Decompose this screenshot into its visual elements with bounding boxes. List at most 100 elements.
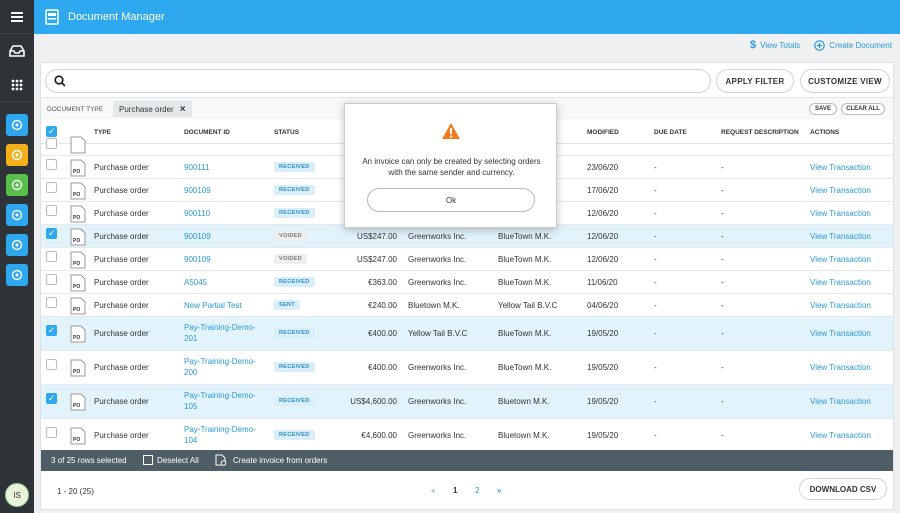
- row-checkbox[interactable]: [46, 138, 57, 149]
- lifebuoy-icon[interactable]: [6, 204, 28, 226]
- col-due-date[interactable]: DUE DATE: [654, 129, 687, 136]
- apps-grid-icon[interactable]: [0, 68, 34, 102]
- row-recipient: Bluetown M.K.: [498, 397, 550, 406]
- row-document-id-link[interactable]: 900109: [184, 185, 211, 195]
- table-row[interactable]: PO Purchase order Pay-Training-Demo-105 REC…: [41, 385, 893, 419]
- row-type: Purchase order: [94, 185, 149, 195]
- create-invoice-label: Create invoice from orders: [233, 455, 328, 465]
- document-add-icon[interactable]: [6, 174, 28, 196]
- create-invoice-button[interactable]: Create invoice from orders: [215, 454, 327, 466]
- puzzle-icon[interactable]: [6, 144, 28, 166]
- row-document-id-link[interactable]: A5045: [184, 277, 208, 287]
- view-totals-label: View Totals: [760, 40, 801, 50]
- plus-circle-icon: [814, 39, 826, 51]
- col-status[interactable]: STATUS: [274, 129, 300, 136]
- user-avatar[interactable]: IS: [5, 483, 29, 507]
- view-transaction-link[interactable]: View Transaction: [810, 329, 871, 338]
- row-modified: 12/06/20: [587, 208, 619, 218]
- ok-button[interactable]: Ok: [367, 188, 535, 212]
- view-transaction-link[interactable]: View Transaction: [810, 363, 871, 372]
- row-document-id-link[interactable]: Pay-Training-Demo- 104: [184, 425, 256, 445]
- inbox-icon[interactable]: [0, 34, 34, 68]
- close-icon[interactable]: ×: [179, 103, 186, 115]
- col-type[interactable]: TYPE: [94, 129, 111, 136]
- table-row[interactable]: PO Purchase order Pay-Training-Demo- 200 REC…: [41, 351, 893, 385]
- view-totals-link[interactable]: $ View Totals: [750, 39, 800, 51]
- inbox-tray-icon[interactable]: [6, 234, 28, 256]
- select-all-checkbox[interactable]: [46, 126, 57, 137]
- status-badge: RECEIVED: [274, 328, 315, 338]
- row-checkbox[interactable]: [46, 325, 57, 336]
- view-transaction-link[interactable]: View Transaction: [810, 300, 871, 310]
- svg-text:PO: PO: [73, 169, 80, 175]
- page-2-link[interactable]: 2: [475, 486, 480, 495]
- globe-gear-icon[interactable]: [6, 264, 28, 286]
- row-sender: Yellow Tail B.V.C: [408, 329, 468, 338]
- table-row[interactable]: PO Purchase order 900109 VOIDED US$247.00 Gre…: [41, 225, 893, 248]
- table-row[interactable]: PO Purchase order Pay-Training-Demo- 104 REC…: [41, 419, 893, 453]
- row-due-date: -: [654, 431, 657, 440]
- table-row[interactable]: PO Purchase order 900109 VOIDED US$247.00 Gre…: [41, 248, 893, 271]
- download-csv-button[interactable]: DOWNLOAD CSV: [799, 478, 887, 500]
- row-due-date: -: [654, 162, 657, 172]
- row-checkbox[interactable]: [46, 273, 57, 285]
- customize-view-button[interactable]: CUSTOMIZE VIEW: [800, 69, 890, 93]
- gauge-icon[interactable]: [6, 114, 28, 136]
- row-checkbox[interactable]: [46, 204, 57, 216]
- row-document-id-link[interactable]: 900109: [184, 231, 211, 241]
- row-checkbox[interactable]: [46, 227, 57, 239]
- view-transaction-link[interactable]: View Transaction: [810, 277, 871, 287]
- row-checkbox[interactable]: [46, 158, 57, 170]
- status-badge: RECEIVED: [274, 161, 315, 172]
- menu-icon[interactable]: [0, 0, 34, 34]
- view-transaction-link[interactable]: View Transaction: [810, 208, 871, 218]
- row-amount: €400.00: [368, 329, 397, 338]
- col-request-description[interactable]: REQUEST DESCRIPTION: [721, 129, 799, 136]
- search-input[interactable]: [45, 69, 711, 93]
- row-type: Purchase order: [94, 397, 149, 406]
- page-1-link[interactable]: 1: [453, 486, 458, 495]
- row-sender: Bluetown M.K.: [408, 300, 460, 310]
- view-transaction-link[interactable]: View Transaction: [810, 162, 871, 172]
- next-page-icon[interactable]: »: [497, 486, 502, 495]
- row-type: Purchase order: [94, 277, 149, 287]
- table-row[interactable]: PO Purchase order A5045 RECEIVED €363.00 Gree…: [41, 271, 893, 294]
- table-row[interactable]: PO Purchase order New Partial Test SENT €240…: [41, 294, 893, 317]
- deselect-all-button[interactable]: Deselect All: [143, 455, 199, 465]
- view-transaction-link[interactable]: View Transaction: [810, 231, 871, 241]
- row-checkbox[interactable]: [46, 359, 57, 370]
- apply-filter-button[interactable]: APPLY FILTER: [716, 69, 794, 93]
- row-recipient: BlueTown M.K.: [498, 329, 552, 338]
- save-filter-button[interactable]: SAVE: [809, 103, 837, 115]
- row-checkbox[interactable]: [46, 181, 57, 193]
- view-transaction-link[interactable]: View Transaction: [810, 185, 871, 195]
- row-document-id-link[interactable]: 900109: [184, 254, 211, 264]
- row-checkbox[interactable]: [46, 427, 57, 438]
- row-checkbox[interactable]: [46, 393, 57, 404]
- table-row[interactable]: PO Purchase order Pay-Training-Demo-201 REC…: [41, 317, 893, 351]
- view-transaction-link[interactable]: View Transaction: [810, 431, 871, 440]
- create-document-link[interactable]: Create Document: [814, 39, 892, 51]
- status-badge: SENT: [274, 299, 300, 310]
- purchase-order-document-icon: PO: [70, 359, 86, 377]
- row-document-id-link[interactable]: Pay-Training-Demo- 201: [184, 323, 256, 343]
- col-modified[interactable]: MODIFIED: [587, 129, 619, 136]
- previous-page-icon[interactable]: «: [431, 486, 436, 495]
- row-request-description: -: [721, 431, 724, 440]
- row-document-id-link[interactable]: Pay-Training-Demo- 105: [184, 391, 256, 411]
- clear-all-button[interactable]: CLEAR ALL: [841, 103, 885, 115]
- row-checkbox[interactable]: [46, 250, 57, 262]
- row-document-id-link[interactable]: 900111: [184, 162, 210, 172]
- row-modified: 19/05/20: [587, 397, 619, 406]
- row-modified: 19/05/20: [587, 431, 619, 440]
- view-transaction-link[interactable]: View Transaction: [810, 397, 871, 406]
- view-transaction-link[interactable]: View Transaction: [810, 254, 871, 264]
- pagination-bar: 1 - 20 (25) « 1 2 » DOWNLOAD CSV: [41, 471, 893, 509]
- row-document-id-link[interactable]: New Partial Test: [184, 300, 242, 310]
- row-checkbox[interactable]: [46, 296, 57, 308]
- row-document-id-link[interactable]: Pay-Training-Demo- 200: [184, 357, 256, 377]
- warning-icon: [442, 123, 460, 139]
- row-document-id-link[interactable]: 900110: [184, 208, 211, 218]
- row-recipient: BlueTown M.K.: [498, 363, 552, 372]
- col-document-id[interactable]: DOCUMENT ID: [184, 129, 230, 136]
